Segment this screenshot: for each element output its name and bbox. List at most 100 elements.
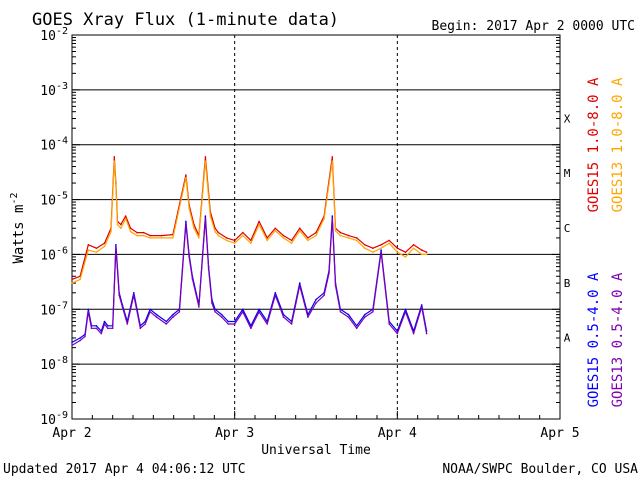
series-point [204,160,207,162]
series-point [217,231,220,234]
series-point [298,284,301,287]
series-point [142,231,145,234]
series-point [133,294,135,297]
x-axis-ticks: Apr 2 Apr 3 Apr 4 Apr 5 [52,411,580,441]
series-point [274,230,277,232]
series-point [396,247,399,249]
series-point [95,251,98,253]
series-point [347,313,350,316]
flare-class-label: B [564,277,571,290]
series-point [331,215,334,217]
series-point [372,311,374,313]
series-point [380,247,382,249]
series-point [185,176,187,179]
series-point [113,160,116,162]
series-point [372,251,374,253]
series-point [412,244,415,246]
series-point [204,217,207,220]
series-point [412,332,415,335]
series-point [242,231,244,234]
day-separators [234,35,398,419]
series-point [71,278,73,281]
series-point [420,249,423,251]
series-point [84,335,86,338]
series-point [178,311,181,313]
series-point [242,311,244,313]
series-point [115,184,117,187]
series-point [149,237,151,239]
series-point [315,302,317,304]
series-point [95,327,98,330]
flare-class-label: X [564,112,571,125]
series-point [95,325,98,327]
series-point [364,244,366,246]
series-point [133,292,135,294]
legend-entry: GOES13 1.0-8.0 A [610,77,626,212]
series-point [404,251,407,253]
series-point [149,234,151,237]
series-point [355,325,358,327]
series-point [388,242,391,244]
flare-class-label: M [564,167,571,180]
series-point [198,306,200,308]
series-line [71,160,427,284]
series-point [364,316,366,318]
series-point [404,256,407,258]
series-point [290,242,293,244]
legend-entry: GOES15 0.5-4.0 A [586,272,602,407]
series-point [198,237,200,239]
series-point [124,215,127,217]
series-point [103,245,106,248]
x-tick-label: Apr 2 [52,426,91,441]
series-point [71,282,73,284]
series-point [355,237,358,239]
y-axis-label: Watts m-2 [9,192,27,263]
y-axis-label-sup: -2 [9,192,20,204]
series-point [87,249,90,251]
series-point [233,323,236,325]
series-point [258,223,260,226]
series-point [388,323,391,325]
series-point [420,253,423,256]
series-point [298,230,301,232]
series-point [220,316,223,318]
series-point [172,313,174,316]
series-point [103,323,106,325]
y-tick-label: 10-8 [40,355,68,373]
series-point [347,234,350,237]
series-point [149,311,151,313]
series-point [227,323,229,325]
series-point [355,327,358,330]
series-point [307,237,309,239]
series-point [307,316,309,318]
series-point [87,311,90,313]
series-point [144,323,146,325]
series-point [113,156,116,158]
series-point [274,227,277,230]
series-point [115,247,117,249]
series-point [155,313,158,316]
y-tick-label: 10-3 [40,81,68,99]
series-point [118,294,120,297]
series-point [364,247,366,249]
decade-gridlines [72,89,560,365]
x-tick-label: Apr 4 [378,426,417,441]
series-point [298,227,301,230]
series-point [211,302,213,304]
series-point [116,223,119,226]
series-point [100,332,103,335]
y-tick-label: 10-9 [40,410,68,428]
series-point [266,239,269,242]
series-point [188,256,190,258]
series-point [250,242,252,244]
series-point [214,311,216,313]
series-point [227,320,229,323]
series-point [425,251,428,253]
series-point [121,306,124,308]
series-point [120,227,122,230]
plot-frame [71,34,561,420]
series-point [120,223,122,226]
series-lines [71,156,428,347]
series-point [129,230,132,233]
